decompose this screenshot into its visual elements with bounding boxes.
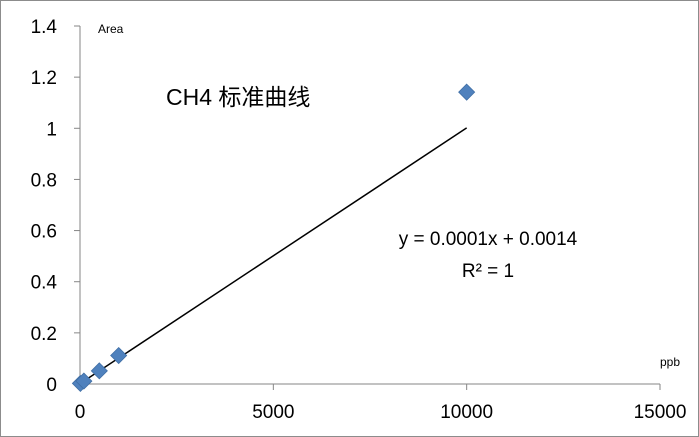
x-tick-label: 10000 — [440, 402, 493, 423]
y-axis-ticks: 0 0.2 0.4 0.6 0.8 1 1.2 1.4 — [31, 17, 80, 396]
axes — [79, 26, 660, 385]
y-tick-label: 0.4 — [31, 273, 58, 294]
x-tick-label: 15000 — [634, 402, 687, 423]
y-axis-title: Area — [98, 22, 124, 36]
data-point-marker — [458, 83, 476, 101]
y-tick-label: 0.2 — [31, 324, 57, 345]
data-point-marker — [75, 372, 93, 390]
trendline — [79, 127, 468, 385]
x-axis-ticks: 0 5000 10000 15000 — [75, 384, 687, 423]
data-point-marker — [90, 362, 108, 380]
trendline-r-squared: R² = 1 — [462, 261, 514, 282]
trendline-equation: y = 0.0001x + 0.0014 — [399, 229, 578, 250]
data-points — [71, 83, 476, 392]
trendline-group — [79, 127, 468, 385]
x-axis-title: ppb — [660, 355, 680, 369]
y-tick-label: 0.8 — [31, 170, 57, 191]
data-point-marker — [110, 346, 128, 365]
y-tick-label: 0 — [46, 375, 57, 396]
y-tick-label: 0.6 — [31, 222, 57, 243]
y-tick-label: 1 — [46, 119, 57, 140]
x-tick-label: 5000 — [252, 402, 294, 423]
y-tick-label: 1.2 — [31, 68, 57, 89]
y-tick-label: 1.4 — [31, 17, 58, 38]
chart-title: CH4 标准曲线 — [166, 84, 310, 110]
x-tick-label: 0 — [75, 402, 86, 423]
